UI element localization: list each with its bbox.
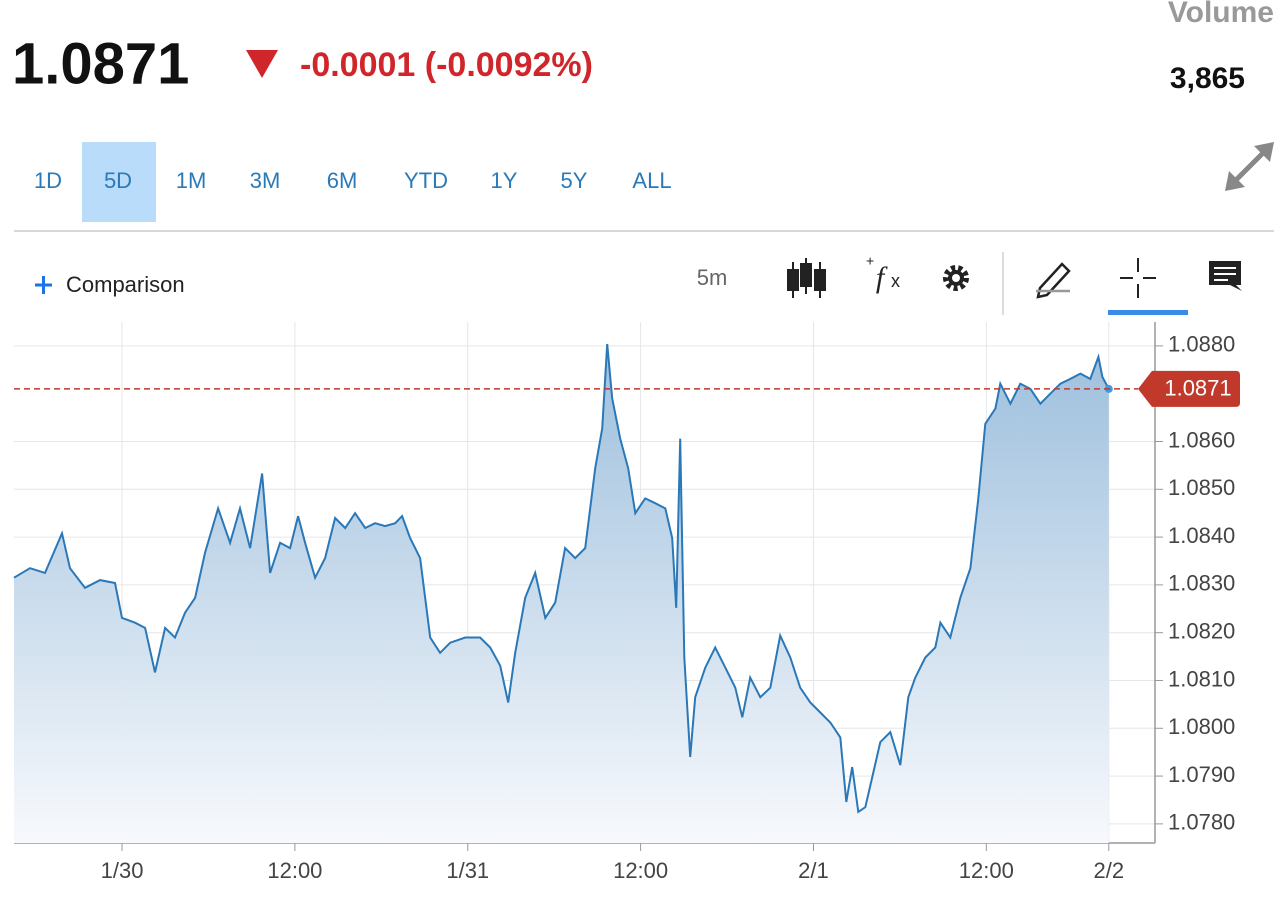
expand-icon[interactable] <box>1225 142 1274 191</box>
volume-value: 3,865 <box>1170 62 1245 95</box>
settings-icon[interactable] <box>943 265 969 291</box>
last-price-tag <box>1138 370 1240 407</box>
active-tool-underline <box>1108 310 1188 315</box>
y-tick-label: 1.0850 <box>1168 475 1235 500</box>
range-tab[interactable]: ALL <box>632 168 671 193</box>
x-tick-label: 2/1 <box>798 858 829 883</box>
y-tick-label: 1.0830 <box>1168 571 1235 596</box>
x-tick-label: 1/31 <box>446 858 489 883</box>
area-fill <box>14 344 1109 843</box>
range-tab[interactable]: 1M <box>176 168 207 193</box>
x-tick-label: 12:00 <box>267 858 322 883</box>
range-tabs: 1D 5D 1M 3M 6M YTD 1Y 5Y ALL <box>34 142 672 222</box>
y-tick-label: 1.0790 <box>1168 762 1235 787</box>
x-tick-label: 12:00 <box>613 858 668 883</box>
price-line <box>13 343 1110 814</box>
interval[interactable]: 5m <box>697 265 728 290</box>
y-tick-label: 1.0780 <box>1168 810 1235 835</box>
svg-text:+: + <box>866 253 874 269</box>
y-tick-label: 1.0800 <box>1168 714 1235 739</box>
y-tick-label: 1.0860 <box>1168 427 1235 452</box>
y-tick-label: 1.0820 <box>1168 619 1235 644</box>
svg-text:f: f <box>876 261 888 294</box>
crosshair-icon[interactable] <box>1120 258 1156 298</box>
y-tick-label: 1.0810 <box>1168 666 1235 691</box>
comparison-label: Comparison <box>66 272 185 297</box>
price: 1.0871 <box>12 31 189 96</box>
indicator-icon[interactable]: f x + <box>866 253 900 294</box>
range-tab[interactable]: 1Y <box>491 168 518 193</box>
y-tick-label: 1.0840 <box>1168 523 1235 548</box>
draw-icon[interactable] <box>1036 262 1071 299</box>
x-tick-label: 1/30 <box>101 858 144 883</box>
range-tab[interactable]: 6M <box>327 168 358 193</box>
candlestick-icon[interactable] <box>787 258 826 298</box>
range-tab[interactable]: 5D <box>104 168 132 193</box>
range-tab[interactable]: 5Y <box>561 168 588 193</box>
price-change: -0.0001 (-0.0092%) <box>300 46 593 84</box>
range-tab[interactable]: 3M <box>250 168 281 193</box>
volume-label: Volume <box>1168 0 1274 29</box>
comment-icon[interactable] <box>1209 261 1242 291</box>
down-arrow <box>246 50 278 78</box>
last-price-label: 1.0871 <box>1164 376 1231 401</box>
y-tick-label: 1.0880 <box>1168 332 1235 357</box>
x-tick-label: 12:00 <box>959 858 1014 883</box>
comparison-button[interactable]: Comparison <box>35 272 185 297</box>
x-tick-label: 2/2 <box>1093 858 1124 883</box>
range-tab[interactable]: 1D <box>34 168 62 193</box>
range-highlight <box>82 142 156 222</box>
range-tab[interactable]: YTD <box>404 168 448 193</box>
chart: 1/30 12:00 1/31 12:00 2/1 12:00 2/2 1.0780 1.079… <box>13 322 1240 883</box>
svg-text:x: x <box>891 271 900 291</box>
